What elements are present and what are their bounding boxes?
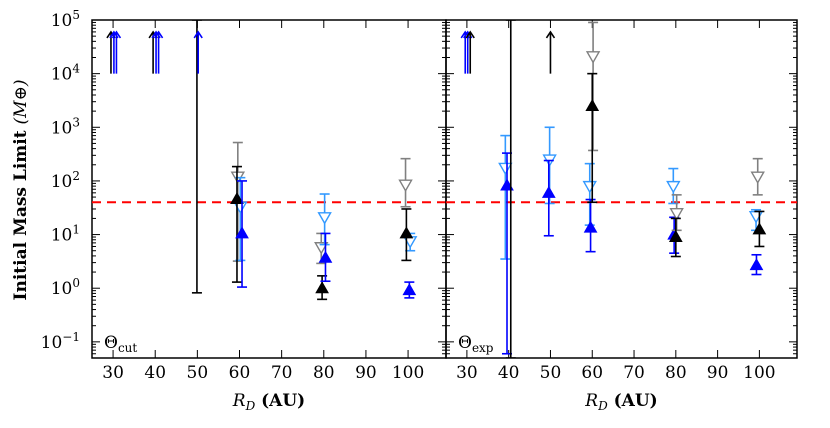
data-point-up [749,258,764,271]
y-axis-title-text: Initial Mass Limit [11,130,31,300]
x-tick-label: 80 [665,363,687,383]
x-tick-label: 30 [456,363,478,383]
data-point-up [315,281,329,294]
y-tick-label: 105 [51,8,80,31]
data-point-down [317,212,332,225]
data-point-down [750,171,765,185]
data-point-down [748,210,764,224]
x-tick-label: 100 [392,363,424,383]
data-point-down [585,51,601,64]
x-tick-label: 90 [707,363,729,383]
y-tick-label: 104 [51,62,81,85]
data-layer [92,20,446,301]
x-tick-label: 40 [498,363,520,383]
data-point-up [585,98,600,111]
data-point-up [230,192,244,205]
data-layer [446,20,797,358]
x-tick-label: 100 [743,363,775,383]
data-point-up [235,226,249,239]
x-axis-title: RD (AU) [584,391,657,413]
x-tick-label: 40 [144,363,166,383]
x-axis-title: RD (AU) [232,391,305,413]
y-tick-label: 101 [51,223,80,246]
data-point-up [318,250,333,263]
x-tick-label: 90 [355,363,377,383]
data-point-up [399,226,414,239]
y-tick-label: 103 [51,115,80,138]
panel-exp: 30 40 50 60 70 80 90 100 RD (AU) Θexp [445,19,798,413]
plot-frame [91,19,447,359]
y-axis-unit: M⊕ [11,86,31,119]
data-point-down [669,208,684,221]
y-tick-label: 102 [51,169,80,192]
x-ticks: 30 40 50 60 70 80 90 100 [102,20,424,383]
panel-label: Θexp [458,333,494,355]
data-point-up [541,185,556,198]
plot-frame [445,19,798,359]
x-tick-label: 50 [187,363,209,383]
y-ticks [446,19,797,359]
x-tick-label: 60 [581,363,603,383]
data-point-up [402,283,417,296]
y-tick-label: 10−1 [41,330,80,353]
data-point-down [498,162,513,176]
arrow-head [465,30,475,39]
data-point-up [668,230,683,243]
arrow-head [545,30,556,39]
y-ticks [92,19,446,359]
arrow-head [193,30,203,39]
x-tick-label: 70 [271,363,293,383]
data-point-up [583,220,598,233]
data-point-up [752,222,767,235]
x-tick-label: 50 [540,363,562,383]
y-tick-labels: 10−1 100 101 102 103 104 105 [41,8,81,353]
x-tick-label: 60 [229,363,251,383]
panel-label: Θcut [104,333,137,355]
y-axis-title: Initial Mass Limit (M⊕) [11,80,31,301]
data-point-down [398,179,413,193]
panel-cut: 30 40 50 60 70 80 90 100 RD (AU) Θcut [91,19,447,413]
data-point-down [666,180,681,194]
x-tick-label: 80 [313,363,335,383]
y-tick-label: 100 [51,276,80,299]
arrow-head [153,30,164,39]
x-tick-label: 30 [102,363,124,383]
data-point-down [582,180,597,194]
arrow-head [111,30,122,39]
x-ticks: 30 40 50 60 70 80 90 100 [456,20,776,383]
x-tick-label: 70 [623,363,645,383]
